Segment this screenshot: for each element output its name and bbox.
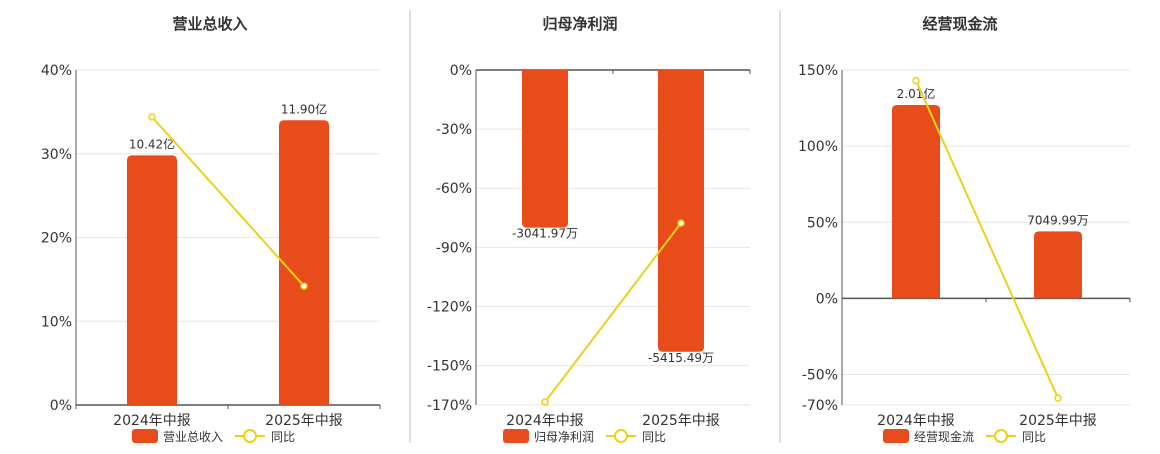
y-tick-label: -90% [436,240,472,256]
x-tick-label: 2025年中报 [1019,413,1097,429]
y-tick-label: 150% [798,63,838,79]
bar [892,105,940,299]
y-tick-label: 100% [798,139,838,155]
line-point [912,76,920,85]
y-tick-label: 50% [807,215,838,231]
bar-data-label: -3041.97万 [512,227,578,241]
legend-line-label: 同比 [1022,430,1046,444]
legend-bar-label: 营业总收入 [163,430,223,444]
bar [279,120,329,405]
x-tick-label: 2024年中报 [113,413,191,429]
y-tick-label: 40% [41,63,72,79]
legend-line-label: 同比 [271,430,295,444]
y-tick-label: 30% [41,147,72,163]
bar-data-label: 2.01亿 [897,86,936,101]
legend-line-marker [994,429,1008,443]
x-tick-label: 2025年中报 [642,413,720,429]
x-tick-label: 2024年中报 [506,413,584,429]
bar [1034,231,1082,299]
legend-line-label: 同比 [642,430,666,444]
chart-title: 营业总收入 [172,15,247,33]
chart-title: 归母净利润 [542,15,617,33]
bar [127,155,177,405]
line-series [151,116,305,287]
bar-data-label: 10.42亿 [129,136,175,151]
legend-bar-swatch [883,429,909,443]
y-tick-label: -120% [427,299,472,315]
chart-title: 经营现金流 [922,15,997,33]
y-tick-label: -60% [436,181,472,197]
y-tick-label: 10% [41,314,72,330]
y-tick-label: 0% [50,398,72,414]
y-tick-label: -50% [802,368,838,384]
y-tick-label: -70% [802,398,838,414]
line-point [541,398,549,406]
legend-bar-label: 经营现金流 [914,429,974,444]
line-point [677,219,685,227]
y-tick-label: -30% [436,122,472,138]
line-point [300,282,308,290]
x-tick-label: 2025年中报 [265,413,343,429]
bar [522,70,568,228]
legend-line-marker [614,429,628,443]
y-tick-label: 0% [450,63,472,79]
line-series [915,80,1059,399]
bar-data-label: 11.90亿 [281,101,327,116]
y-tick-label: -170% [427,398,472,414]
x-tick-label: 2024年中报 [877,413,955,429]
legend-line-marker [243,429,257,443]
legend-bar-swatch [132,429,158,443]
y-tick-label: -150% [427,359,472,375]
bar [658,70,704,352]
legend-bar-swatch [503,429,529,443]
bar-data-label: 7049.99万 [1027,213,1089,227]
y-tick-label: 20% [41,231,72,247]
line-point [148,113,156,121]
y-tick-label: 0% [816,291,838,307]
legend-bar-label: 归母净利润 [534,430,594,444]
line-series [544,222,682,403]
line-point [1054,394,1062,402]
bar-data-label: -5415.49万 [648,351,714,365]
